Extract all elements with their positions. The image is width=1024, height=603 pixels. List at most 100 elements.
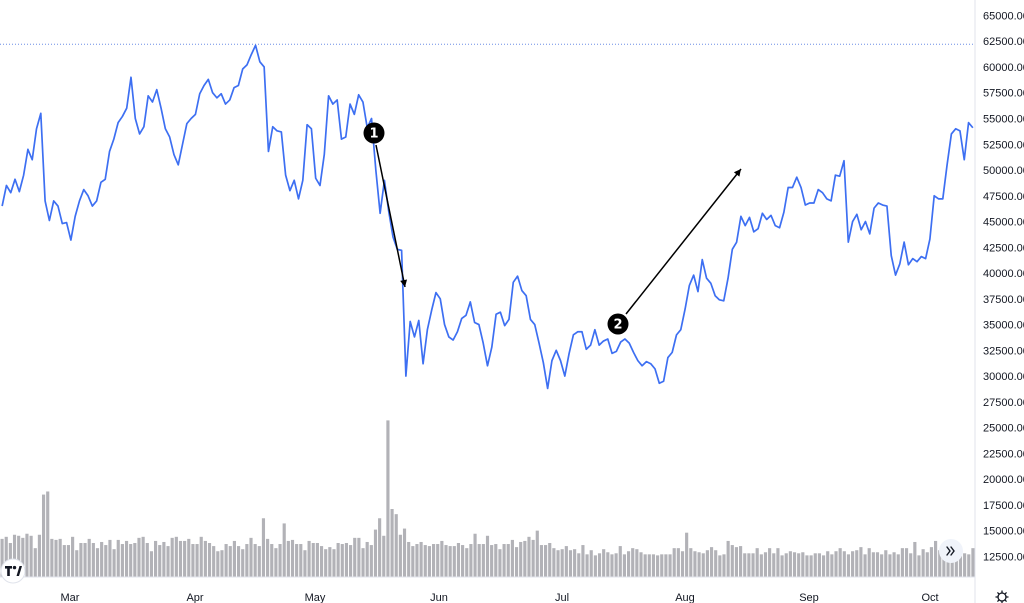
- y-tick-label: 57500.00: [983, 88, 1024, 100]
- y-tick-label: 40000.00: [983, 268, 1024, 280]
- volume-bar: [212, 546, 216, 577]
- volume-bar: [274, 548, 278, 577]
- volume-bar: [382, 535, 386, 577]
- volume-bar: [954, 554, 958, 577]
- volume-bar: [909, 553, 913, 577]
- volume-bar: [817, 553, 821, 577]
- volume-bar: [75, 550, 79, 577]
- tradingview-logo[interactable]: [0, 558, 26, 584]
- volume-bar: [402, 528, 407, 577]
- volume-bar: [257, 546, 261, 577]
- volume-bar: [124, 540, 129, 577]
- volume-bar: [929, 547, 934, 577]
- volume-bar: [46, 491, 50, 577]
- volume-bar: [934, 540, 938, 577]
- volume-bar: [950, 552, 954, 577]
- volume-bar: [17, 535, 21, 577]
- annotation-marker: [363, 122, 385, 144]
- volume-bar: [62, 545, 66, 577]
- volume-bar: [784, 553, 788, 577]
- volume-bar: [780, 555, 784, 577]
- volume-bar: [311, 543, 315, 577]
- volume-bar: [444, 545, 448, 577]
- volume-bar: [664, 554, 668, 577]
- volume-bar: [245, 544, 249, 577]
- volume-bar: [448, 546, 452, 577]
- volume-bar: [174, 536, 178, 577]
- volume-bar: [154, 540, 158, 577]
- volume-bar: [465, 548, 469, 577]
- annotation-marker-label: 2: [613, 318, 622, 333]
- volume-bar: [104, 545, 108, 577]
- volume-bar: [112, 549, 116, 577]
- volume-bar: [685, 532, 689, 577]
- x-tick-label: Mar: [61, 592, 80, 603]
- volume-bar: [925, 552, 929, 577]
- volume-bar: [647, 554, 651, 577]
- volume-bar: [527, 536, 531, 577]
- volume-bar: [875, 552, 880, 577]
- volume-bar: [763, 552, 768, 577]
- volume-bar: [689, 548, 693, 577]
- volume-bar: [303, 550, 307, 577]
- y-tick-label: 37500.00: [983, 294, 1024, 306]
- volume-bar: [58, 538, 62, 577]
- volume-bar: [133, 543, 137, 577]
- volume-bar: [361, 548, 365, 577]
- volume-bar: [722, 554, 726, 577]
- volume-bar: [938, 550, 942, 577]
- y-tick-label: 15000.00: [983, 526, 1024, 538]
- volume-bar: [859, 547, 863, 577]
- volume-bar: [718, 555, 722, 577]
- y-tick-label: 22500.00: [983, 448, 1024, 460]
- volume-bar: [871, 552, 875, 577]
- volume-bar: [797, 553, 801, 577]
- y-tick-label: 47500.00: [983, 191, 1024, 203]
- y-tick-label: 45000.00: [983, 217, 1024, 229]
- volume-bar: [141, 536, 145, 577]
- volume-bar: [730, 545, 734, 577]
- volume-bar: [71, 536, 75, 577]
- price-series-line: [1, 44, 974, 390]
- volume-bar: [295, 544, 299, 577]
- volume-bar: [693, 551, 697, 577]
- y-axis-ticks: 12500.00 15000.00 17500.00 20000.00 22500.00…: [983, 10, 1024, 563]
- volume-bar: [867, 548, 871, 577]
- y-tick-label: 42500.00: [983, 242, 1024, 254]
- volume-bar: [618, 546, 622, 577]
- volume-bar: [419, 541, 423, 577]
- volume-bar: [286, 540, 290, 577]
- volume-bar: [415, 544, 419, 577]
- volume-bar: [838, 548, 842, 577]
- volume-bar: [676, 548, 680, 577]
- volume-bar: [29, 535, 33, 577]
- volume-bar: [195, 544, 199, 577]
- settings-gear-icon[interactable]: [995, 590, 1009, 603]
- volume-bar: [307, 540, 311, 577]
- volume-bar: [535, 530, 539, 577]
- volume-bar: [942, 552, 946, 577]
- volume-bar: [568, 550, 573, 577]
- volume-bar: [622, 554, 626, 577]
- y-tick-label: 52500.00: [983, 139, 1024, 151]
- volume-bar: [83, 543, 87, 577]
- volume-bar: [788, 551, 792, 577]
- volume-bar: [888, 554, 892, 577]
- annotation-marker-label: 1: [369, 127, 378, 142]
- volume-bar: [585, 554, 589, 577]
- volume-bar: [332, 549, 336, 577]
- annotation-marker: [607, 313, 629, 335]
- volume-bar: [236, 546, 241, 577]
- volume-bar: [971, 548, 975, 577]
- volume-bar: [560, 549, 564, 577]
- volume-bar: [842, 551, 846, 577]
- volume-bar: [328, 547, 332, 577]
- volume-bar: [369, 545, 373, 577]
- volume-bar: [299, 544, 303, 577]
- volume-bar: [469, 544, 473, 577]
- volume-bar: [21, 537, 25, 577]
- volume-bar: [635, 549, 639, 577]
- scroll-right-button[interactable]: [939, 539, 963, 563]
- volume-bar: [660, 554, 664, 577]
